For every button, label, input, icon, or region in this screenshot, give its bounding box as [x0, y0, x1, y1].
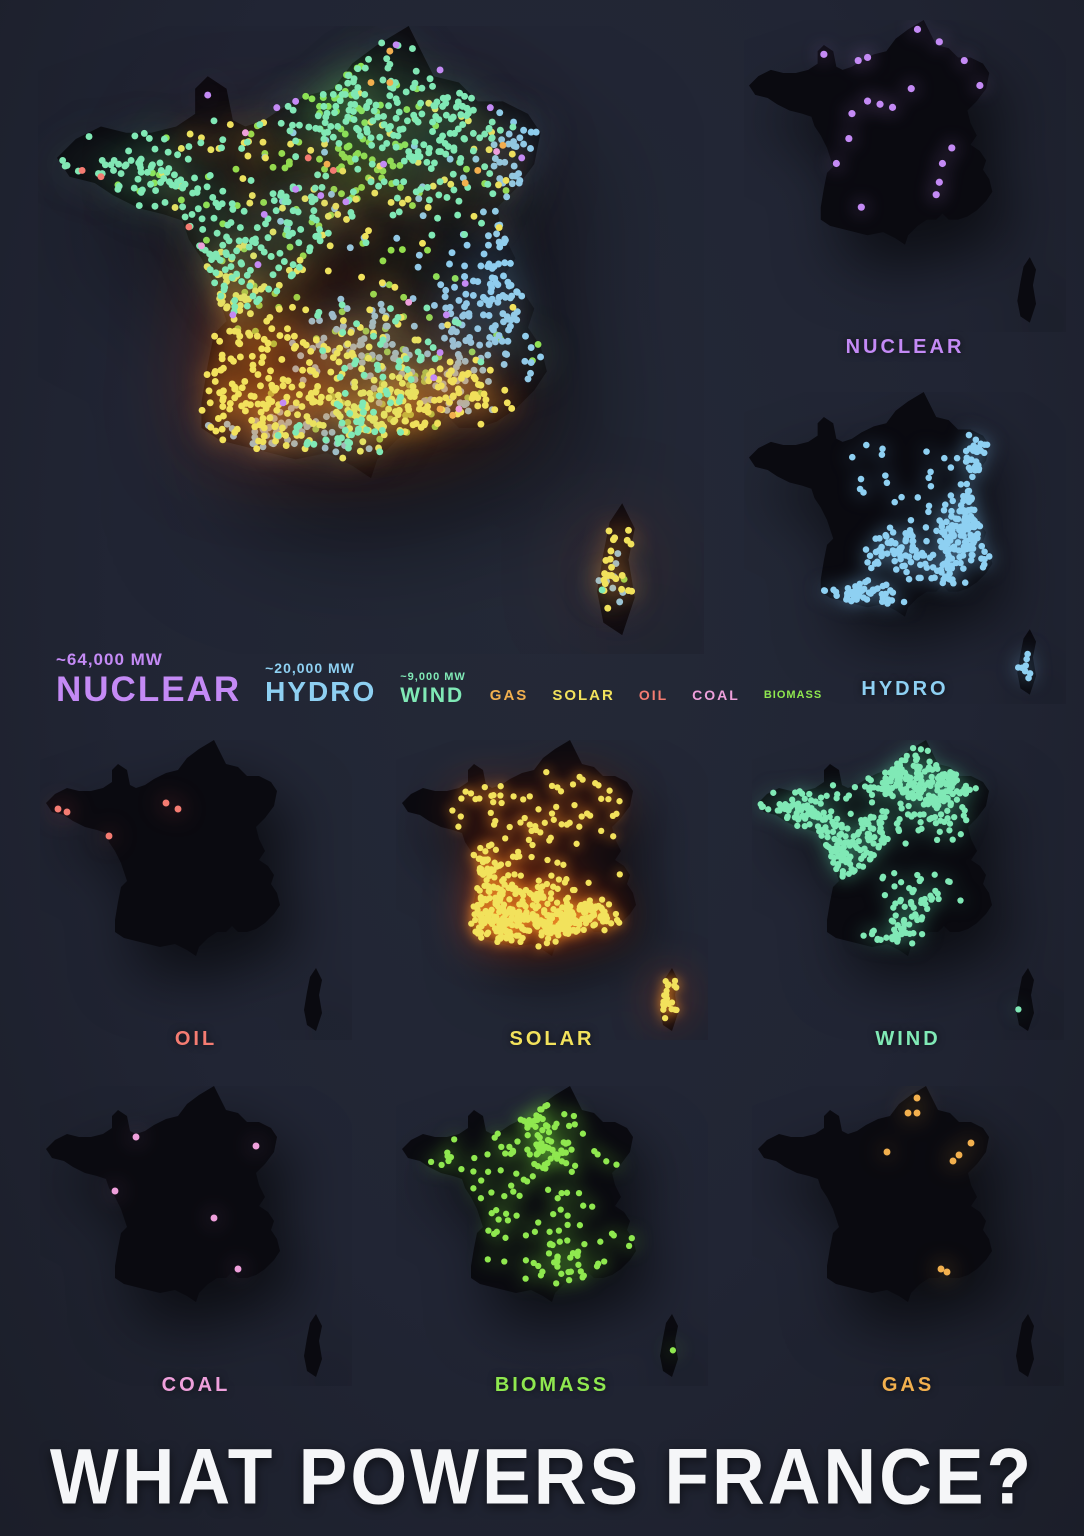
small-map-solar: SOLAR [396, 740, 708, 1076]
solar-map-label: SOLAR [509, 1028, 595, 1050]
legend-wind-capacity: ~9,000 MW [400, 671, 466, 684]
small-map-wind: WIND [752, 740, 1064, 1076]
small-map-hydro: HYDRO [744, 392, 1066, 740]
small-map-oil: OIL [40, 740, 352, 1076]
legend: ~64,000 MW NUCLEAR ~20,000 MW HYDRO ~9,0… [56, 634, 821, 709]
small-map-gas: GAS [752, 1086, 1064, 1422]
legend-gas-label: GAS [489, 686, 529, 704]
solar-map-canvas [396, 740, 708, 1040]
legend-item-solar: SOLAR [552, 686, 615, 706]
legend-item-gas: GAS [489, 686, 529, 706]
legend-item-wind: ~9,000 MW WIND [400, 671, 466, 706]
biomass-map-label: BIOMASS [494, 1374, 610, 1396]
hydro-map-canvas [744, 392, 1066, 704]
legend-hydro-label: HYDRO [265, 676, 377, 708]
biomass-map-canvas [396, 1086, 708, 1386]
hydro-map-label: HYDRO [861, 678, 949, 700]
coal-map-canvas [40, 1086, 352, 1386]
legend-coal-label: COAL [692, 686, 740, 703]
legend-nuclear-capacity: ~64,000 MW [56, 649, 163, 669]
gas-map-canvas [752, 1086, 1064, 1386]
legend-hydro-capacity: ~20,000 MW [265, 660, 355, 677]
nuclear-map-label: NUCLEAR [845, 336, 965, 358]
coal-map-label: COAL [161, 1374, 231, 1396]
gas-map-label: GAS [881, 1374, 935, 1396]
wind-map-label: WIND [875, 1028, 941, 1050]
legend-nuclear-label: NUCLEAR [56, 669, 242, 709]
legend-item-nuclear: ~64,000 MW NUCLEAR [56, 649, 242, 709]
small-map-coal: COAL [40, 1086, 352, 1422]
legend-biomass-label: BIOMASS [763, 688, 823, 701]
oil-map-canvas [40, 740, 352, 1040]
wind-map-canvas [752, 740, 1064, 1040]
legend-item-hydro: ~20,000 MW HYDRO [265, 660, 376, 706]
legend-item-oil: OIL [638, 686, 669, 706]
main-map-canvas [38, 26, 704, 654]
main-map [38, 26, 704, 654]
oil-map-label: OIL [174, 1028, 218, 1050]
small-map-nuclear: NUCLEAR [744, 20, 1066, 368]
legend-item-biomass: BIOMASS [763, 688, 823, 706]
legend-wind-label: WIND [400, 684, 465, 708]
nuclear-map-canvas [744, 20, 1066, 332]
poster-title: WHAT POWERS FRANCE? [49, 1433, 1035, 1521]
legend-item-coal: COAL [692, 686, 740, 706]
legend-solar-label: SOLAR [552, 686, 615, 704]
legend-oil-label: OIL [638, 686, 669, 703]
small-map-biomass: BIOMASS [396, 1086, 708, 1422]
